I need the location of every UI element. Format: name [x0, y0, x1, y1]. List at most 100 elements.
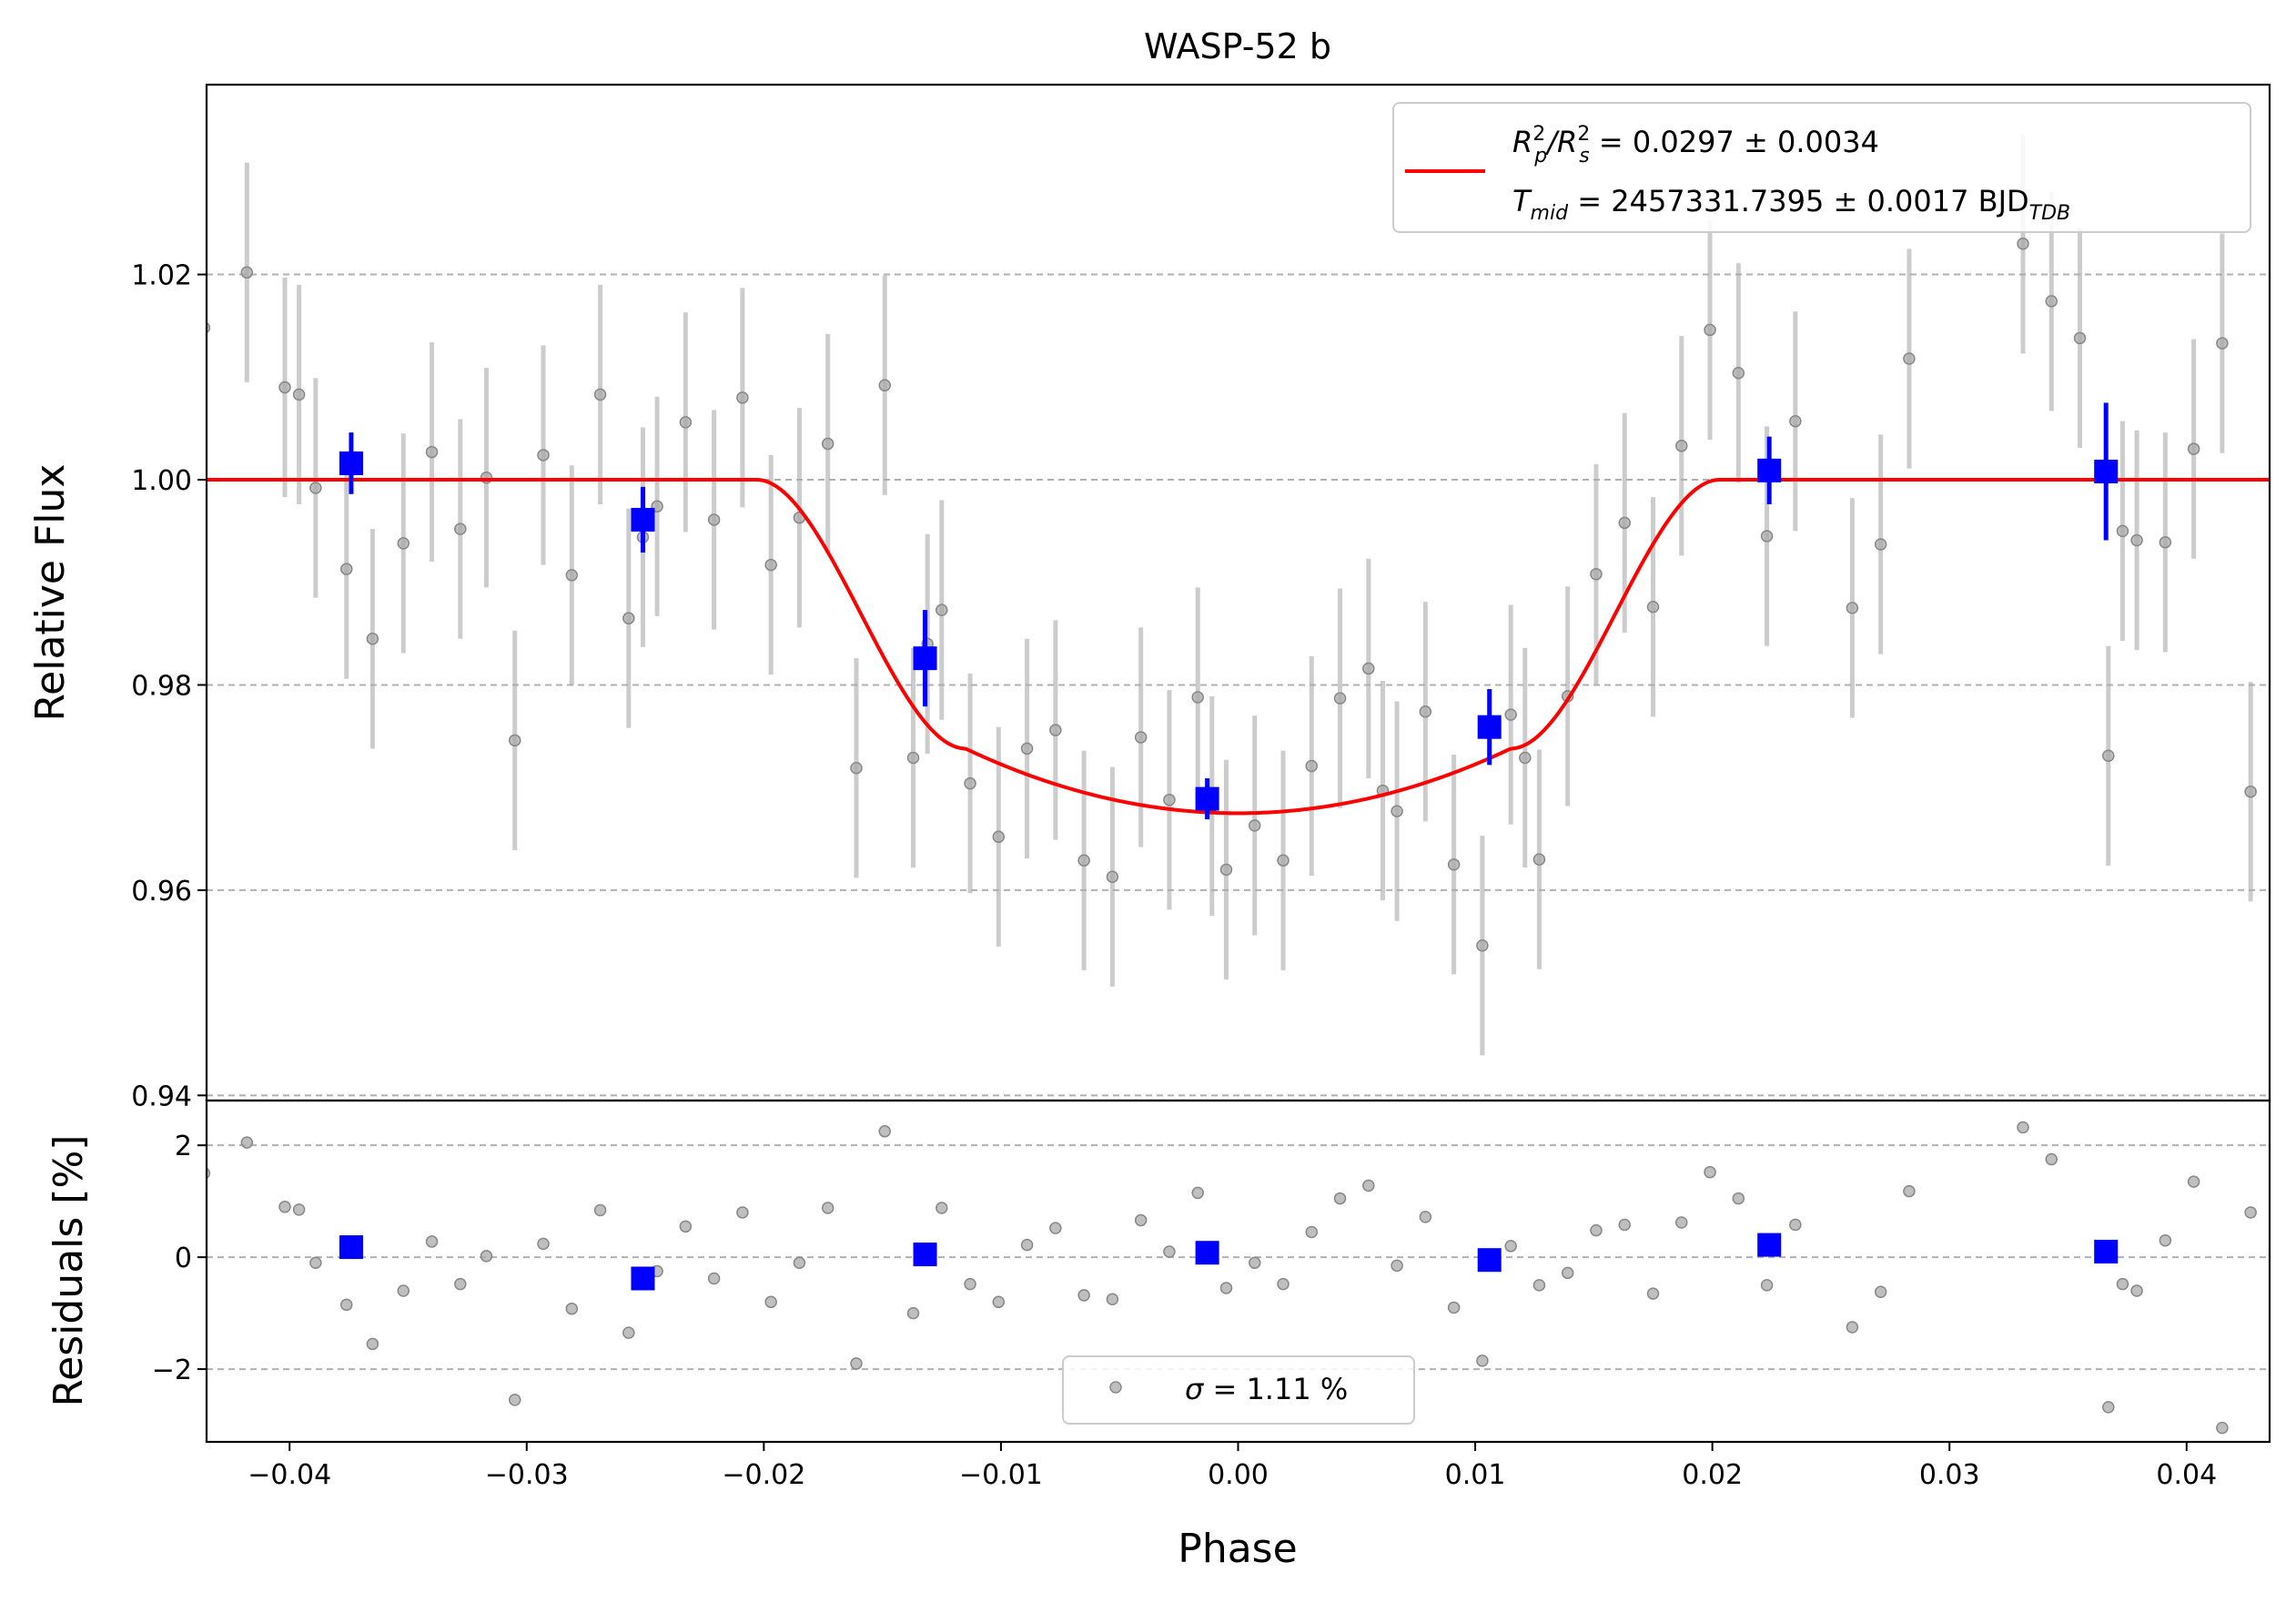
- raw-point: [1504, 708, 1517, 721]
- raw-point: [2045, 295, 2058, 308]
- raw-residual-point: [397, 1284, 410, 1297]
- raw-residual-point: [1846, 1321, 1859, 1334]
- raw-point: [397, 537, 410, 550]
- raw-point: [1519, 751, 1532, 765]
- raw-point: [1277, 854, 1290, 867]
- raw-residual-point: [2102, 1401, 2115, 1414]
- raw-point: [366, 632, 379, 645]
- raw-residual-point: [1447, 1301, 1461, 1314]
- phase-x-tick-label: −0.04: [248, 1459, 331, 1491]
- raw-point: [292, 388, 306, 401]
- raw-residual-point: [537, 1237, 550, 1251]
- flux-plot-frame: [205, 83, 2271, 1102]
- raw-point: [1476, 939, 1489, 952]
- raw-point: [1874, 538, 1887, 551]
- binned-point: [1477, 715, 1502, 739]
- legend-rp-rs: R2 p/R2 s = 0.0297 ± 0.0034: [1512, 123, 1879, 167]
- raw-residual-point: [1675, 1216, 1688, 1229]
- raw-residual-point: [1561, 1266, 1574, 1280]
- raw-residual-point: [736, 1206, 749, 1219]
- residuals-y-axis-label: Residuals [%]: [46, 1135, 92, 1407]
- raw-point: [622, 612, 635, 624]
- raw-point: [2187, 442, 2200, 455]
- residuals-panel: −2 0 2 −0.04 −0.03 −0.02 −0.01 0.00 0.01 0.02 0.0…: [46, 1099, 2271, 1572]
- raw-residual-point: [707, 1272, 721, 1285]
- flux-y-axis-label: Relative Flux: [27, 464, 74, 722]
- raw-point: [207, 321, 211, 334]
- raw-point: [593, 388, 607, 401]
- raw-point: [850, 762, 863, 775]
- raw-residual-point: [1077, 1289, 1090, 1302]
- raw-point: [1732, 367, 1745, 380]
- raw-point: [1248, 819, 1261, 832]
- raw-point: [1362, 662, 1375, 675]
- raw-residual-point: [2116, 1277, 2129, 1291]
- raw-residual-point: [425, 1235, 439, 1248]
- raw-point: [508, 734, 521, 747]
- raw-residual-point: [207, 1167, 211, 1180]
- raw-residual-point: [593, 1203, 607, 1217]
- raw-point: [1590, 567, 1603, 581]
- raw-residual-point: [1646, 1287, 1660, 1300]
- raw-residual-point: [480, 1250, 493, 1263]
- flux-y-tick-label: 1.00: [131, 465, 192, 497]
- binned-point: [1195, 786, 1219, 811]
- flux-panel: 0.94 0.96 0.98 1.00 1.02 Relative Flux R2 p/R…: [27, 83, 2271, 1112]
- raw-residual-point: [1049, 1222, 1062, 1234]
- raw-point: [537, 449, 550, 462]
- raw-point: [2102, 749, 2115, 762]
- residuals-y-tick-label: −2: [152, 1354, 192, 1386]
- raw-point: [309, 482, 322, 494]
- phase-x-tick-label: 0.00: [1208, 1459, 1269, 1491]
- raw-point: [964, 776, 976, 790]
- binned-point: [913, 646, 937, 671]
- raw-residual-point: [1504, 1240, 1517, 1253]
- flux-raw-points: [207, 134, 2257, 1056]
- raw-residual-point: [850, 1357, 863, 1370]
- chart-title: WASP-52 b: [1144, 26, 1331, 66]
- flux-y-tick-label: 1.02: [131, 260, 192, 292]
- raw-residual-point: [1106, 1293, 1119, 1305]
- phase-x-ticks: −0.04 −0.03 −0.02 −0.01 0.00 0.01 0.02 0.03 0.04: [248, 1442, 2217, 1491]
- phase-x-axis-label: Phase: [1178, 1526, 1297, 1572]
- raw-residual-point: [1219, 1282, 1233, 1294]
- raw-residual-point: [309, 1256, 322, 1270]
- raw-point: [2159, 536, 2172, 549]
- raw-residual-point: [1134, 1213, 1148, 1227]
- raw-point: [936, 604, 948, 616]
- phase-x-tick-label: 0.03: [1919, 1459, 1980, 1491]
- raw-residual-point: [278, 1201, 291, 1213]
- phase-x-tick-label: 0.01: [1445, 1459, 1506, 1491]
- raw-residual-point: [1874, 1285, 1887, 1298]
- binned-point: [1757, 458, 1782, 482]
- raw-point: [1077, 854, 1090, 867]
- raw-residual-point: [1903, 1184, 1916, 1198]
- transit-model: [207, 478, 2270, 816]
- raw-residual-point: [2130, 1284, 2143, 1297]
- residuals-legend: σ = 1.11 %: [1062, 1355, 1415, 1425]
- raw-point: [1106, 870, 1119, 884]
- raw-point: [454, 522, 467, 535]
- binned-residual-point: [631, 1266, 655, 1291]
- raw-residual-point: [2187, 1175, 2200, 1188]
- raw-residual-point: [821, 1202, 834, 1214]
- phase-x-tick-label: −0.03: [485, 1459, 569, 1491]
- raw-residual-point: [1333, 1192, 1347, 1205]
- raw-point: [992, 830, 1006, 844]
- raw-point: [1020, 742, 1034, 756]
- raw-point: [1789, 414, 1802, 428]
- raw-residual-point: [454, 1277, 467, 1291]
- raw-point: [1903, 352, 1916, 365]
- phase-x-tick-label: −0.02: [722, 1459, 805, 1491]
- raw-residual-point: [1362, 1179, 1375, 1192]
- raw-point: [2017, 237, 2029, 250]
- raw-point: [240, 266, 254, 279]
- raw-point: [1333, 692, 1347, 705]
- raw-residual-point: [906, 1306, 920, 1320]
- raw-residual-point: [1163, 1245, 1176, 1258]
- raw-point: [1760, 530, 1774, 543]
- residuals-y-ticks: −2 0 2: [152, 1131, 207, 1386]
- transit-model-line: [207, 478, 2270, 816]
- raw-point: [1391, 805, 1403, 817]
- raw-point: [1846, 602, 1859, 614]
